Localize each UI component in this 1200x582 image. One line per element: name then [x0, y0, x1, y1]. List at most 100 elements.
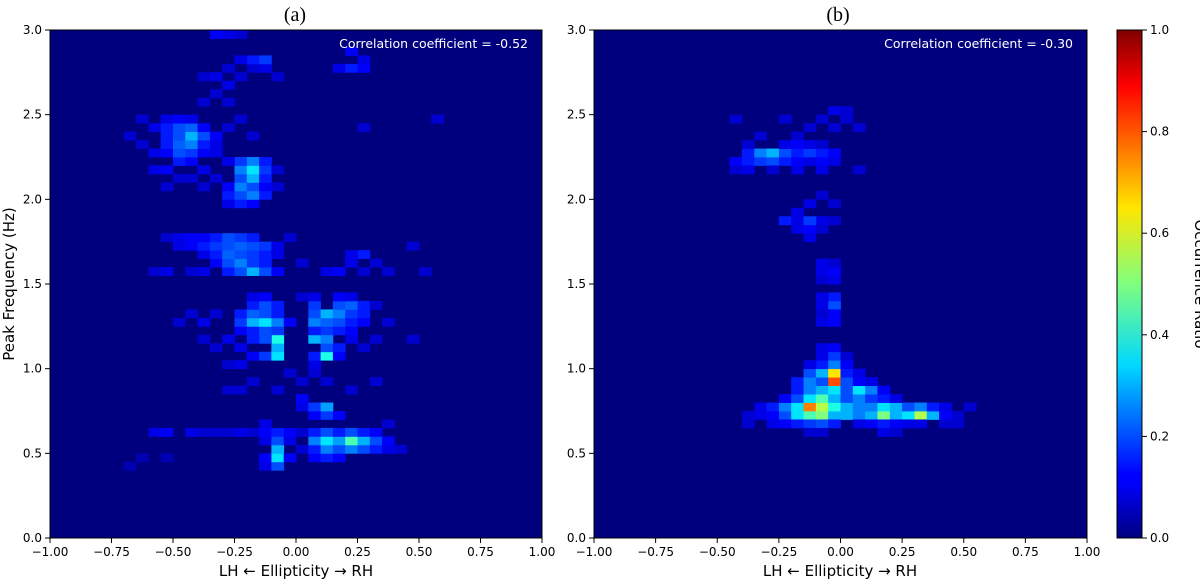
heatmap-cell: [173, 123, 186, 132]
heatmap-cell: [173, 173, 186, 183]
heatmap-cell: [185, 233, 198, 243]
heatmap-cell: [246, 233, 260, 243]
heatmap-cell: [828, 377, 841, 386]
heatmap-cell: [369, 300, 383, 310]
heatmap-cell: [197, 241, 211, 251]
heatmap-cell: [939, 419, 952, 429]
heatmap-cell: [852, 385, 866, 395]
heatmap-cell: [840, 377, 854, 386]
heatmap-cell: [791, 207, 804, 217]
heatmap-cell: [296, 394, 309, 403]
heatmap-cell: [197, 182, 211, 192]
heatmap-cell: [209, 72, 223, 82]
heatmap-cell: [865, 419, 878, 429]
heatmap-cell: [803, 377, 817, 386]
heatmap-cell: [741, 411, 755, 420]
heatmap-cell: [889, 419, 903, 429]
heatmap-cell: [828, 292, 841, 302]
heatmap-cell: [222, 182, 235, 192]
heatmap-cell: [889, 402, 903, 412]
heatmap-cell: [840, 402, 854, 412]
heatmap-cell: [357, 250, 371, 259]
heatmap-cell: [766, 402, 780, 412]
heatmap-cell: [234, 250, 248, 259]
heatmap-cell: [852, 419, 866, 429]
heatmap-cell: [803, 411, 817, 420]
heatmap-cell: [185, 241, 198, 251]
heatmap-cell: [803, 199, 817, 209]
heatmap-cell: [828, 317, 841, 327]
heatmap-cell: [246, 317, 260, 327]
heatmap-cell: [259, 55, 272, 65]
heatmap-cell: [296, 402, 309, 412]
heatmap-cell: [197, 250, 211, 259]
heatmap-cell: [791, 140, 804, 149]
heatmap-cell: [828, 411, 841, 420]
heatmap-cell: [246, 241, 260, 251]
heatmap-cell: [357, 300, 371, 310]
heatmap-cell: [259, 309, 272, 319]
heatmap-cell: [259, 182, 272, 192]
heatmap-cell: [791, 385, 804, 395]
heatmap-cell: [209, 309, 223, 319]
heatmap-cell: [332, 267, 346, 276]
heatmap-cell: [815, 394, 829, 403]
heatmap-cell: [308, 351, 321, 361]
y-tick-label: 1.5: [23, 277, 42, 291]
heatmap-cell: [222, 233, 235, 243]
panel-label-a: (a): [284, 4, 306, 26]
x-tick-label: 1.00: [1074, 545, 1101, 559]
x-ticks-b: −1.00 −0.75 −0.50 −0.25 0.00 0.25 0.50 0.75 1.00: [576, 538, 1101, 559]
heatmap-cell: [246, 250, 260, 259]
heatmap-cell: [259, 165, 272, 175]
heatmap-cell: [791, 131, 804, 141]
y-tick-label: 0.0: [567, 531, 586, 545]
heatmap-cell: [345, 427, 358, 437]
heatmap-cell: [308, 436, 321, 446]
heatmap-cell: [332, 427, 346, 437]
heatmap-cell: [865, 385, 878, 395]
heatmap-cell: [160, 165, 174, 175]
heatmap-cell: [222, 360, 235, 370]
heatmap-cell: [778, 402, 792, 412]
heatmap-cell: [296, 258, 309, 268]
heatmap-cell: [234, 258, 248, 268]
heatmap-cell: [889, 394, 903, 403]
heatmap-cell: [185, 148, 198, 158]
heatmap-cell: [320, 427, 334, 437]
heatmap-cell: [382, 317, 395, 327]
heatmap-cell: [173, 233, 186, 243]
heatmap-cell: [332, 309, 346, 319]
x-tick-label: 0.50: [950, 545, 977, 559]
heatmap-cell: [197, 148, 211, 158]
heatmap-cell: [766, 148, 780, 158]
heatmap-cell: [234, 233, 248, 243]
heatmap-cell: [357, 427, 371, 437]
heatmap-cell: [828, 343, 841, 353]
heatmap-cell: [259, 351, 272, 361]
heatmap-cell: [741, 157, 755, 166]
heatmap-cell: [332, 343, 346, 353]
heatmap-cell: [296, 444, 309, 454]
heatmap-cell: [815, 148, 829, 158]
heatmap-cell: [320, 317, 334, 327]
heatmap-cell: [815, 258, 829, 268]
heatmap-cell: [803, 216, 817, 226]
heatmap-cell: [815, 190, 829, 200]
heatmap-cell: [369, 444, 383, 454]
heatmap-cell: [865, 411, 878, 420]
heatmap-cell: [369, 436, 383, 446]
heatmap-cell: [766, 411, 780, 420]
heatmap-cell: [160, 140, 174, 149]
heatmap-cell: [209, 233, 223, 243]
heatmap-cell: [791, 148, 804, 158]
heatmap-cell: [840, 385, 854, 395]
heatmap-cell: [234, 309, 248, 319]
heatmap-cell: [209, 173, 223, 183]
heatmap-cell: [197, 131, 211, 141]
heatmap-cell: [345, 334, 358, 344]
heatmap-cell: [729, 165, 743, 175]
heatmap-cell: [320, 267, 334, 276]
heatmap-cell: [173, 114, 186, 124]
colorbar-tick-label: 0.8: [1150, 125, 1169, 139]
